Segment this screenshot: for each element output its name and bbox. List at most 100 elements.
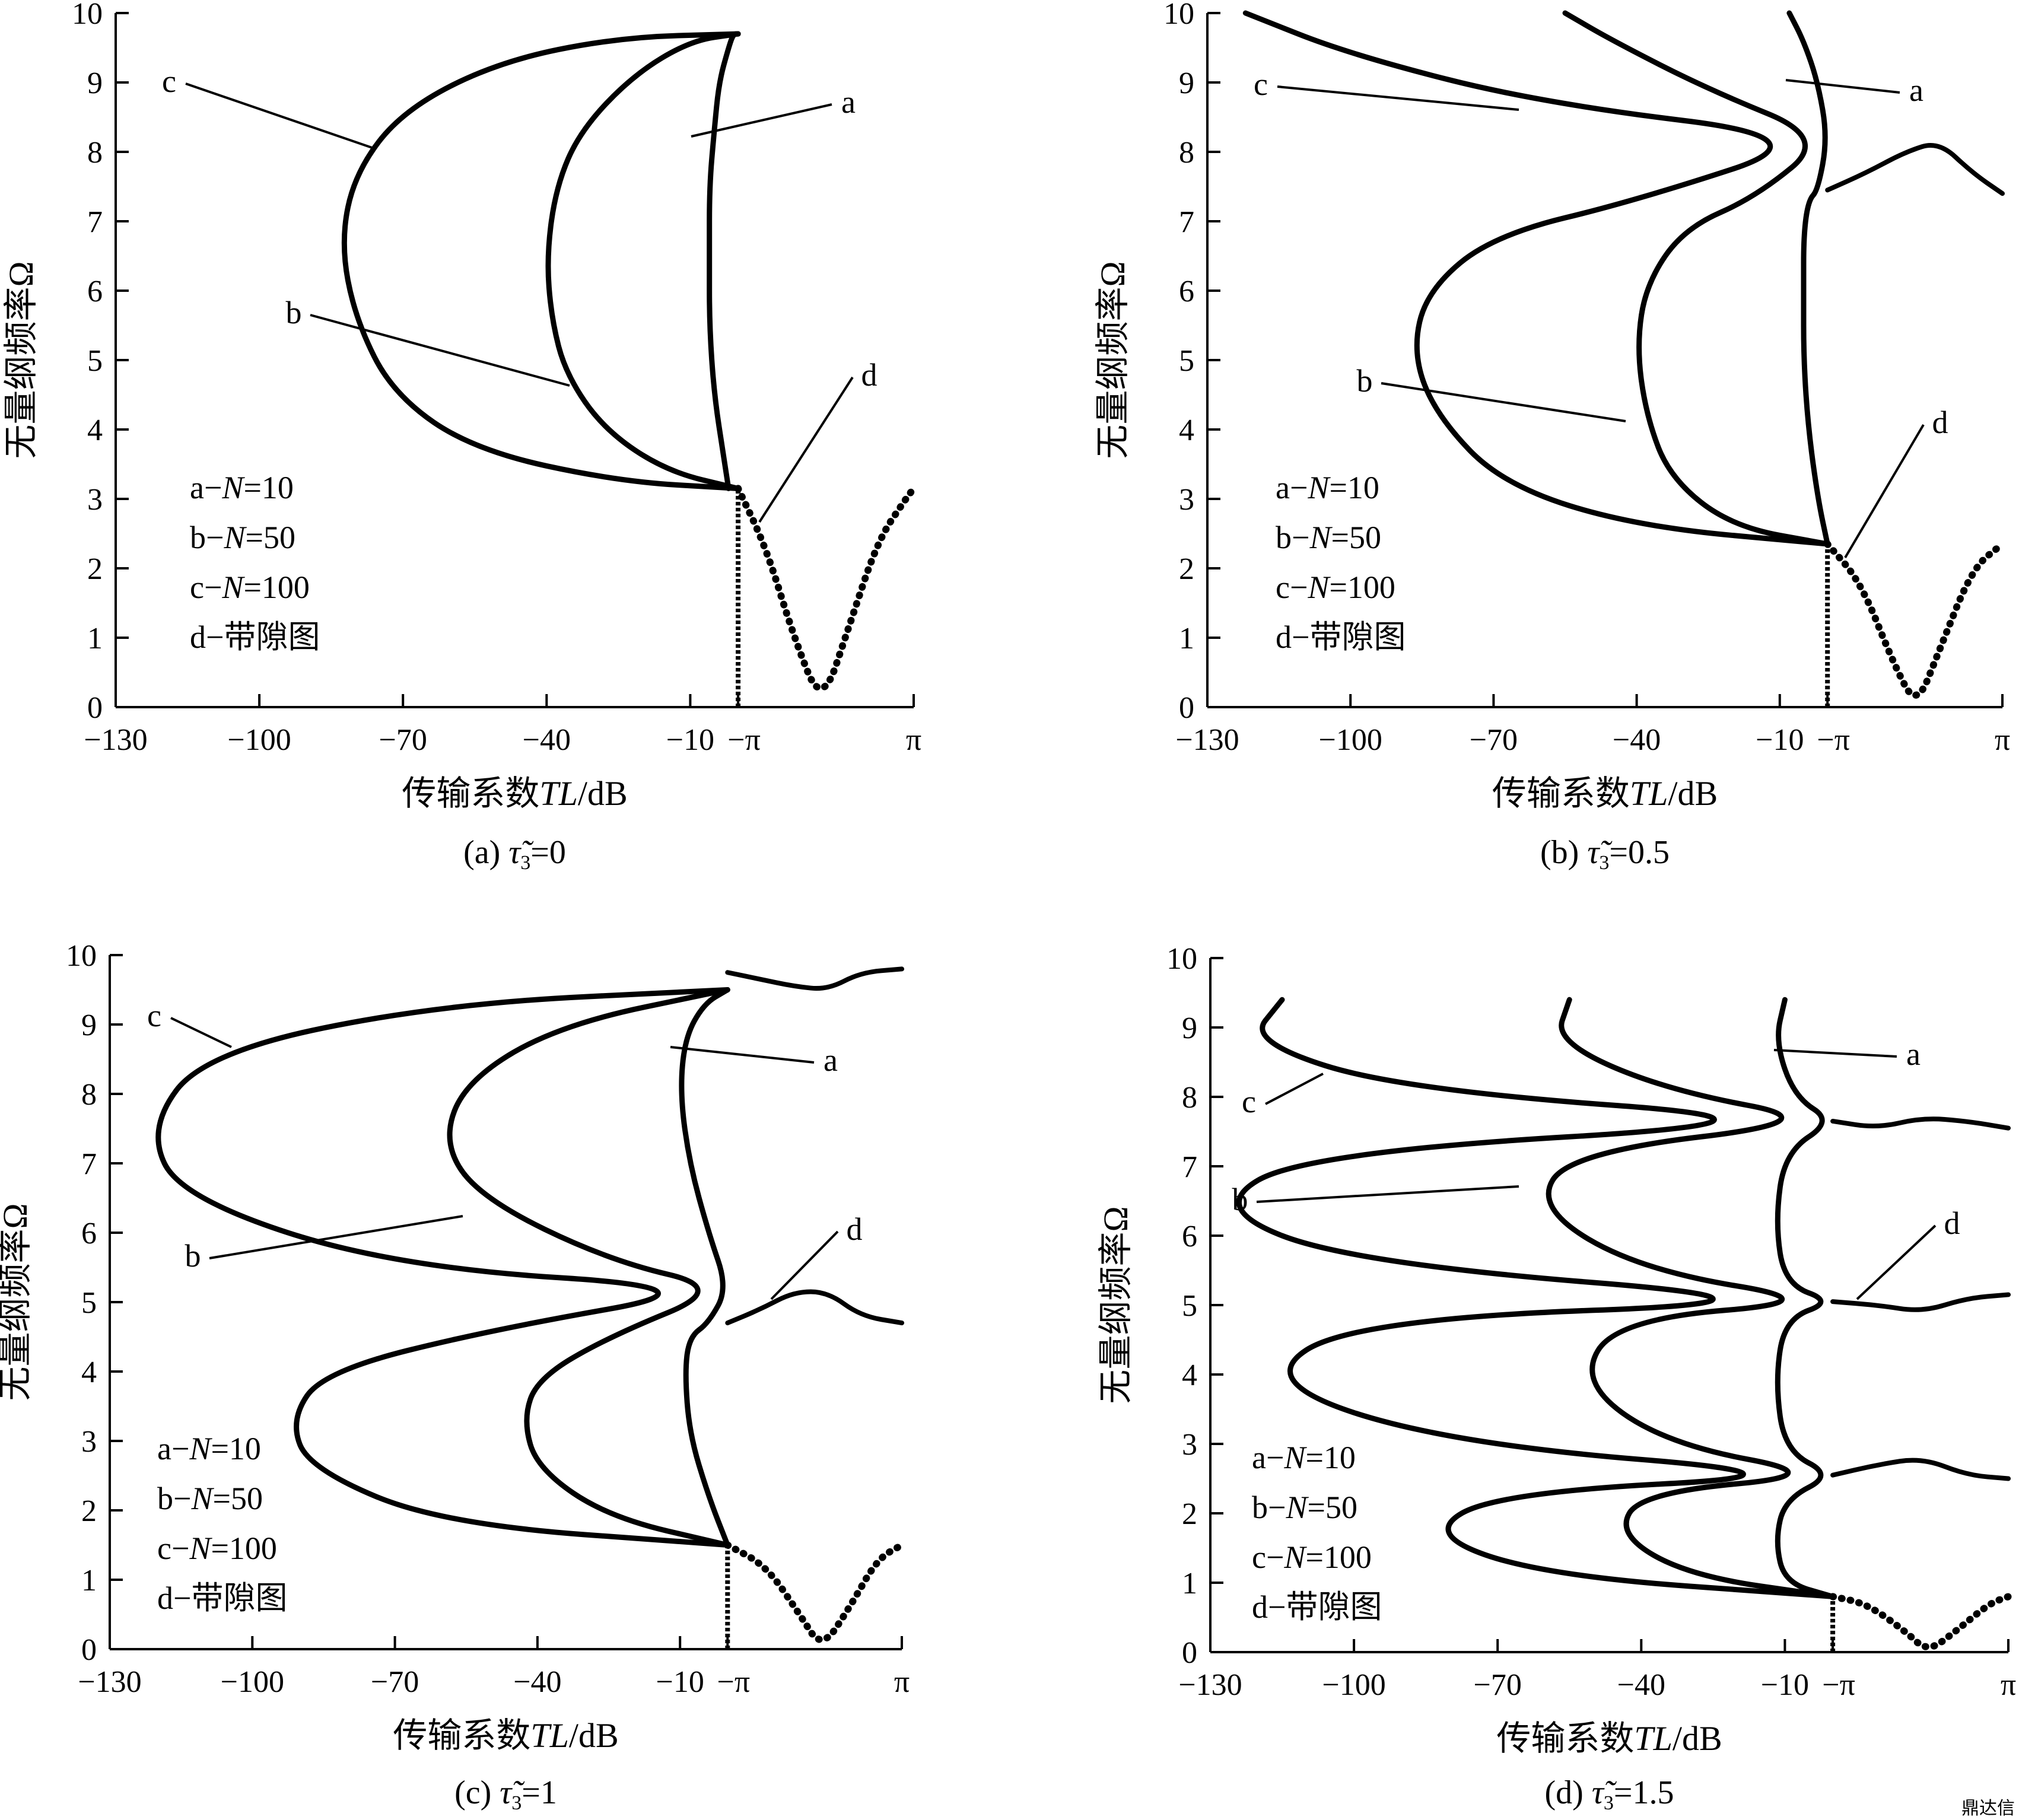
y-tick-label: 4: [1179, 413, 1194, 447]
y-axis-title: 无量纲频率Ω: [1096, 1206, 1135, 1404]
y-axis-title: 无量纲频率Ω: [1093, 261, 1132, 459]
y-tick-label: 9: [1182, 1011, 1197, 1045]
label-leader-d: [1844, 424, 1925, 559]
series-line-d-upper: [725, 966, 905, 991]
series-line-d: [1824, 540, 2007, 699]
y-tick-label: 6: [1179, 275, 1194, 308]
y-tick-label: 7: [81, 1147, 97, 1181]
label-leader-a: [1785, 79, 1900, 94]
label-leader-c: [170, 1017, 232, 1048]
label-leader-b: [209, 1215, 463, 1259]
curve-label-b: b: [286, 295, 302, 330]
y-tick-label: 3: [87, 483, 103, 517]
x-tick-label: −40: [1617, 1668, 1665, 1702]
chart-panel-a: 0 1 2 3 4 5 6 7 8 9 10 −130 −100 −70 −40 −10 −π π 传输系数TL/d…: [2, 0, 921, 874]
curve-label-b: b: [185, 1238, 201, 1274]
y-tick-label: 3: [81, 1425, 97, 1459]
curve-label-c: c: [147, 998, 161, 1033]
x-tick-label: −70: [379, 723, 427, 757]
label-leader-d: [758, 376, 854, 523]
series-line-c: [155, 987, 730, 1548]
y-tick-label: 2: [87, 552, 103, 586]
x-tick-label: −130: [84, 723, 147, 757]
y-tick-label: 6: [81, 1217, 97, 1251]
legend-entry: b−N=50: [190, 520, 295, 555]
legend-entry: d−带隙图: [1276, 619, 1406, 655]
x-tick-label: −100: [1322, 1668, 1385, 1702]
legend-entry: c−N=100: [190, 569, 310, 605]
panel-caption: (c) τ̃3=1: [454, 1774, 557, 1814]
chart-panel-d: 0 1 2 3 4 5 6 7 8 9 10 −130 −100 −70 −40 −10 −π π 传输系数TL/d…: [1096, 942, 2016, 1814]
series-line-b: [1546, 997, 1836, 1599]
series-line-a: [679, 987, 730, 1548]
curve-label-d: d: [847, 1211, 863, 1247]
y-tick-label: 10: [1163, 0, 1194, 31]
x-tick-label: −70: [371, 1665, 419, 1699]
x-tick-label: −10: [656, 1665, 704, 1699]
y-tick-label: 10: [72, 0, 103, 31]
y-tick-label: 9: [87, 66, 103, 100]
x-tick-label: −130: [78, 1665, 141, 1699]
series-line-a: [707, 31, 741, 491]
y-tick-label: 1: [87, 622, 103, 656]
legend-entry: d−带隙图: [157, 1580, 287, 1616]
series-line-d: [1829, 1593, 2012, 1651]
x-tick-label: −10: [1756, 723, 1804, 757]
x-tick-label: −40: [523, 723, 571, 757]
x-tick-label: π: [894, 1665, 910, 1699]
curve-label-c: c: [162, 63, 176, 99]
label-leader-b: [310, 314, 570, 387]
y-tick-label: 8: [1182, 1081, 1197, 1115]
x-tick-label: −10: [1761, 1668, 1809, 1702]
x-tick-label: −π: [1817, 723, 1850, 757]
x-axis-title: 传输系数TL/dB: [1492, 774, 1718, 813]
y-tick-label: 10: [1166, 942, 1197, 976]
label-leader-a: [1773, 1049, 1897, 1058]
curve-label-d: d: [861, 357, 877, 393]
curve-label-c: c: [1254, 66, 1268, 102]
x-tick-label: −π: [727, 723, 761, 757]
label-leader-b: [1256, 1185, 1519, 1203]
legend-entry: b−N=50: [1252, 1490, 1357, 1525]
series-line-b: [1562, 10, 1830, 547]
y-tick-label: 7: [87, 205, 103, 239]
label-leader-b: [1381, 382, 1626, 422]
x-axis-title: 传输系数TL/dB: [393, 1716, 618, 1755]
y-tick-label: 9: [81, 1008, 97, 1042]
y-tick-label: 3: [1182, 1428, 1197, 1462]
label-leader-c: [185, 82, 374, 149]
y-tick-label: 5: [1179, 344, 1194, 378]
x-tick-label: π: [1995, 723, 2010, 757]
y-tick-label: 10: [66, 939, 97, 973]
y-tick-label: 5: [1182, 1289, 1197, 1323]
curve-label-d: d: [1944, 1205, 1960, 1241]
legend-entry: c−N=100: [1276, 569, 1395, 605]
y-tick-label: 0: [1179, 691, 1194, 725]
chart-panel-b: 0 1 2 3 4 5 6 7 8 9 10 −130 −100 −70 −40 −10 −π π 传输系数TL/d…: [1093, 0, 2010, 874]
y-tick-label: 4: [87, 413, 103, 447]
x-tick-label: −100: [227, 723, 291, 757]
legend-entry: a−N=10: [1252, 1440, 1356, 1475]
panel-caption: (d) τ̃3=1.5: [1545, 1774, 1674, 1814]
y-axis-title: 无量纲频率Ω: [2, 261, 40, 459]
y-tick-label: 9: [1179, 66, 1194, 100]
y-tick-label: 2: [1179, 552, 1194, 586]
watermark-text: 鼎达信: [1961, 1799, 2015, 1818]
x-tick-label: −130: [1175, 723, 1239, 757]
series-line-b: [447, 987, 730, 1548]
series-line-d-mid: [725, 1289, 905, 1326]
curve-label-a: a: [1909, 72, 1923, 108]
curve-label-b: b: [1357, 363, 1373, 399]
series-line-c: [341, 31, 741, 491]
legend-entry: d−带隙图: [1252, 1589, 1382, 1625]
series-line-d: [735, 485, 918, 692]
x-axis-title: 传输系数TL/dB: [402, 774, 627, 813]
y-tick-label: 3: [1179, 483, 1194, 517]
legend-entry: a−N=10: [157, 1431, 261, 1466]
y-tick-label: 6: [87, 275, 103, 308]
x-tick-label: −130: [1178, 1668, 1242, 1702]
y-tick-label: 5: [81, 1286, 97, 1320]
series-line-c: [1236, 997, 1836, 1599]
legend-entry: c−N=100: [1252, 1539, 1372, 1575]
y-tick-label: 0: [1182, 1636, 1197, 1670]
